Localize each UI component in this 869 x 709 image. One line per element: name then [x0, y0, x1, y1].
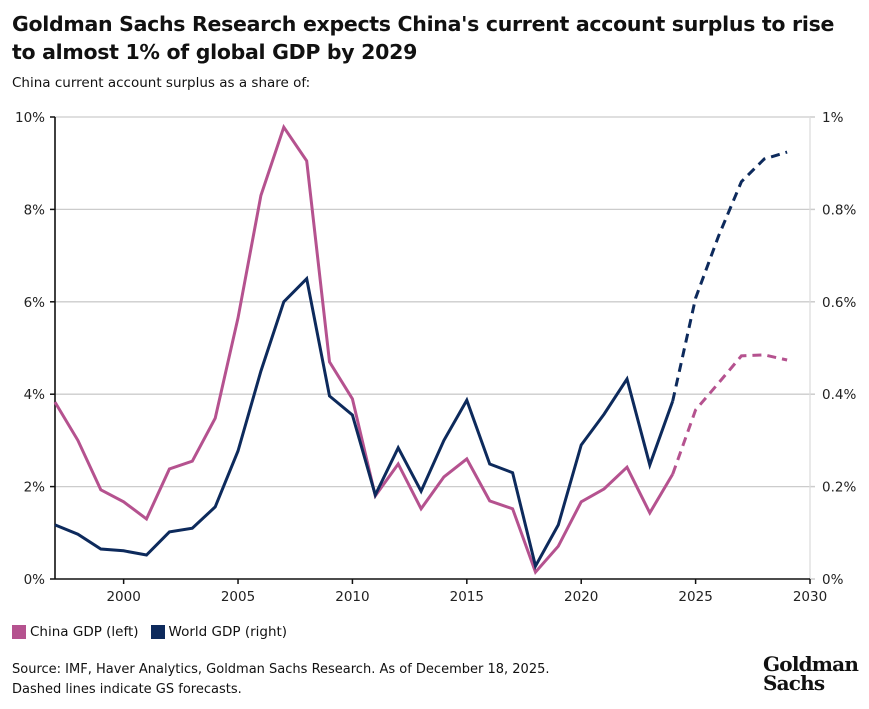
x-tick-label: 2025 — [678, 589, 712, 605]
legend-item-china: China GDP (left) — [12, 624, 139, 640]
line-chart: 0% 2% 4% 6% 8% 10% 0% 0.2% 0.4% 0.6% 0.8% 1% 2000 200… — [15, 110, 856, 605]
forecast-note: Dashed lines indicate GS forecasts. — [12, 682, 242, 697]
y-left-tick-label: 10% — [15, 110, 45, 126]
world-gdp-line — [54, 275, 675, 571]
legend: China GDP (left) World GDP (right) — [12, 624, 293, 640]
world-gdp-forecast-line — [671, 150, 788, 402]
y-right-tick-label: 0.6% — [822, 295, 856, 311]
y-right-tick-label: 1% — [822, 110, 844, 126]
china-gdp-forecast-line — [671, 353, 788, 475]
legend-label-world: World GDP (right) — [168, 624, 288, 640]
x-tick-label: 2020 — [564, 589, 598, 605]
logo-line1: Goldman — [763, 652, 859, 676]
chart-title: Goldman Sachs Research expects China's c… — [12, 12, 835, 64]
y-left-tick-label: 4% — [24, 387, 46, 403]
y-right-tick-label: 0% — [822, 572, 844, 588]
y-right-tick-label: 0.2% — [822, 480, 856, 496]
y-left-tick-label: 6% — [24, 295, 46, 311]
legend-swatch-world — [150, 625, 165, 639]
legend-item-world: World GDP (right) — [150, 624, 288, 640]
y-right-tick-label: 0.4% — [822, 387, 856, 403]
y-left-tick-label: 8% — [24, 202, 46, 218]
legend-label-china: China GDP (left) — [30, 624, 139, 640]
source-line: Source: IMF, Haver Analytics, Goldman Sa… — [12, 662, 550, 677]
legend-swatch-china — [12, 625, 26, 639]
goldman-sachs-logo: Goldman Sachs — [763, 652, 859, 695]
china-gdp-line — [53, 123, 674, 575]
logo-line2: Sachs — [763, 671, 825, 695]
y-left-tick-label: 2% — [24, 480, 46, 496]
source-note: Source: IMF, Haver Analytics, Goldman Sa… — [12, 660, 550, 700]
y-right-tick-label: 0.8% — [822, 202, 856, 218]
x-tick-label: 2030 — [793, 589, 827, 605]
x-tick-label: 2000 — [106, 589, 140, 605]
x-tick-label: 2015 — [450, 589, 484, 605]
x-tick-label: 2010 — [335, 589, 369, 605]
y-left-tick-label: 0% — [24, 572, 46, 588]
chart-subtitle: China current account surplus as a share… — [12, 75, 311, 91]
x-tick-label: 2005 — [221, 589, 255, 605]
